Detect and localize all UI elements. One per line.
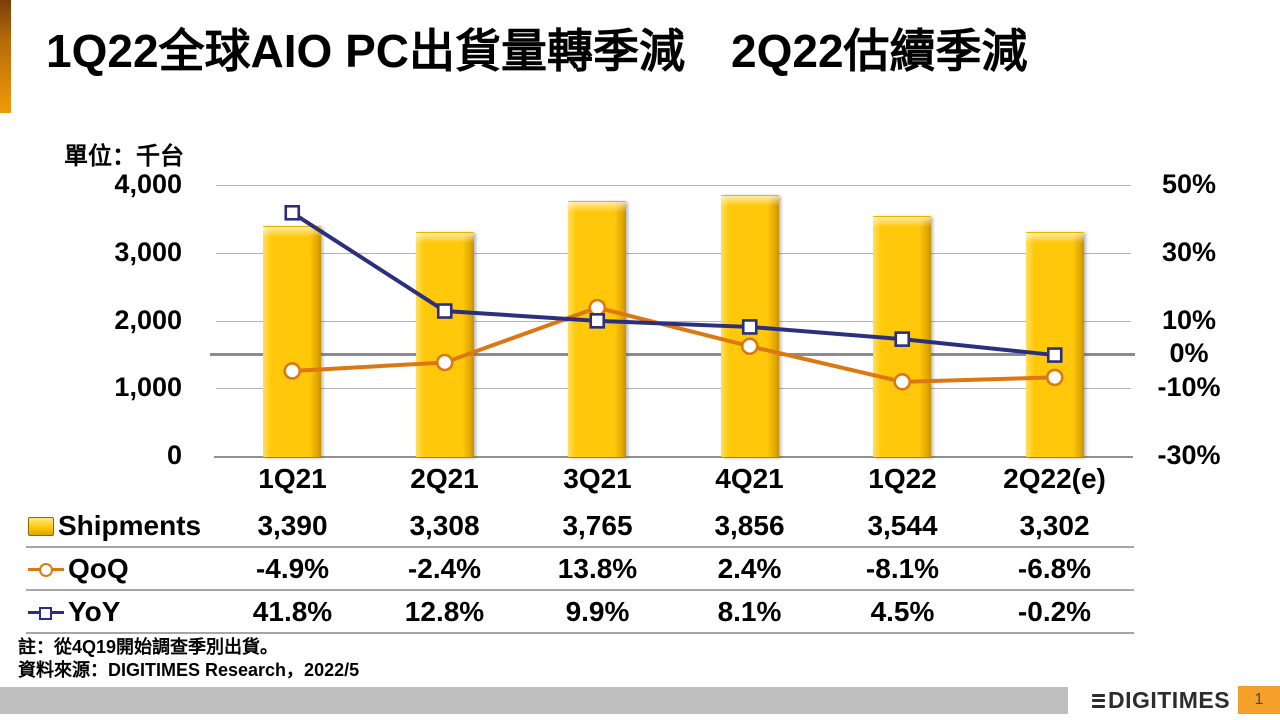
gridline [216, 320, 1131, 322]
table-cell: 3,856 [714, 510, 785, 541]
right-axis-tick: 30% [1161, 236, 1217, 267]
shipments-bar-4Q21 [720, 194, 779, 457]
table-cell: 9.9% [565, 596, 630, 627]
table-cell: 8.1% [717, 596, 782, 627]
x-label: 3Q21 [563, 463, 632, 494]
unit-label: 單位：千台 [64, 143, 184, 170]
left-axis-tick: 3,000 [114, 236, 182, 267]
gridline [216, 252, 1131, 254]
right-axis-tick: 50% [1161, 169, 1217, 199]
table-cell: -6.8% [1017, 553, 1092, 584]
left-axis-tick: 2,000 [114, 304, 182, 335]
table-separator [26, 546, 1134, 548]
zero-percent-line [210, 353, 1135, 357]
x-label: 1Q21 [258, 463, 327, 494]
right-axis-tick: 10% [1161, 304, 1217, 335]
footer-strip [0, 687, 1068, 714]
gridline [216, 388, 1131, 390]
yoy-line [291, 211, 1055, 358]
digitimes-logo: DIGITIMES [1090, 686, 1232, 715]
accent-bar [0, 0, 11, 113]
table-cell: 3,390 [257, 510, 328, 541]
shipments-bar-2Q22(e) [1025, 232, 1084, 457]
shipments-bar-2Q21 [415, 231, 474, 457]
table-cell: 13.8% [557, 553, 638, 584]
legend-label: Shipments [58, 510, 202, 541]
footnote-2: 資料來源：DIGITIMES Research，2022/5 [18, 660, 360, 680]
yoy-marker-1Q21 [284, 204, 301, 221]
qoq-legend-icon [28, 560, 64, 578]
table-cell: -4.9% [255, 553, 330, 584]
table-row-yoy: YoY 41.8% 12.8% 9.9% 8.1% 4.5% -0.2% [0, 591, 1280, 633]
legend-label: QoQ [68, 553, 129, 584]
table-separator [26, 589, 1134, 591]
qoq-line [292, 305, 1055, 384]
x-axis-line [214, 456, 1133, 458]
table-cell: -2.4% [407, 553, 482, 584]
x-axis-labels: 1Q21 2Q21 3Q21 4Q21 1Q22 2Q22(e) [0, 463, 1280, 499]
x-label: 2Q22(e) [1003, 463, 1106, 494]
right-axis-tick: -30% [1157, 440, 1221, 470]
shipments-bar-1Q21 [263, 226, 322, 457]
table-cell: 2.4% [717, 553, 782, 584]
table-cell: 41.8% [252, 596, 333, 627]
table-cell: -0.2% [1017, 596, 1092, 627]
table-cell: 3,544 [867, 510, 938, 541]
yoy-legend-icon [28, 603, 64, 621]
shipments-legend-icon [28, 516, 54, 536]
left-axis-tick: 0 [166, 440, 182, 470]
shipments-bar-1Q22 [873, 215, 932, 457]
table-cell: 4.5% [870, 596, 935, 627]
table-cell: -8.1% [865, 553, 940, 584]
logo-lines-icon [1091, 693, 1105, 708]
legend-qoq: QoQ [28, 548, 129, 590]
page-number: 1 [1254, 691, 1264, 708]
page-title: 1Q22全球AIO PC出貨量轉季減 2Q22估續季減 [46, 25, 1028, 77]
right-axis-tick: 0% [1169, 338, 1209, 369]
page-number-badge: 1 [1238, 686, 1280, 714]
table-cell: 3,302 [1019, 510, 1090, 541]
x-label: 2Q21 [410, 463, 479, 494]
legend-yoy: YoY [28, 591, 120, 633]
gridline [216, 185, 1131, 186]
legend-label: YoY [68, 596, 121, 627]
table-cell: 3,765 [562, 510, 633, 541]
table-row-shipments: Shipments 3,390 3,308 3,765 3,856 3,544 … [0, 505, 1280, 547]
x-label: 1Q22 [868, 463, 937, 494]
footnote-1: 註：從4Q19開始調查季別出貨。 [18, 637, 279, 657]
logo-text: DIGITIMES [1107, 687, 1231, 713]
table-cell: 3,308 [409, 510, 480, 541]
right-axis-tick: -10% [1157, 372, 1221, 403]
left-axis-tick: 4,000 [114, 169, 182, 199]
table-separator [26, 632, 1134, 634]
left-axis-tick: 1,000 [114, 372, 182, 403]
legend-shipments: Shipments [28, 505, 201, 547]
table-cell: 12.8% [404, 596, 485, 627]
shipments-bar-3Q21 [568, 200, 627, 457]
x-label: 4Q21 [715, 463, 784, 494]
table-row-qoq: QoQ -4.9% -2.4% 13.8% 2.4% -8.1% -6.8% [0, 548, 1280, 590]
